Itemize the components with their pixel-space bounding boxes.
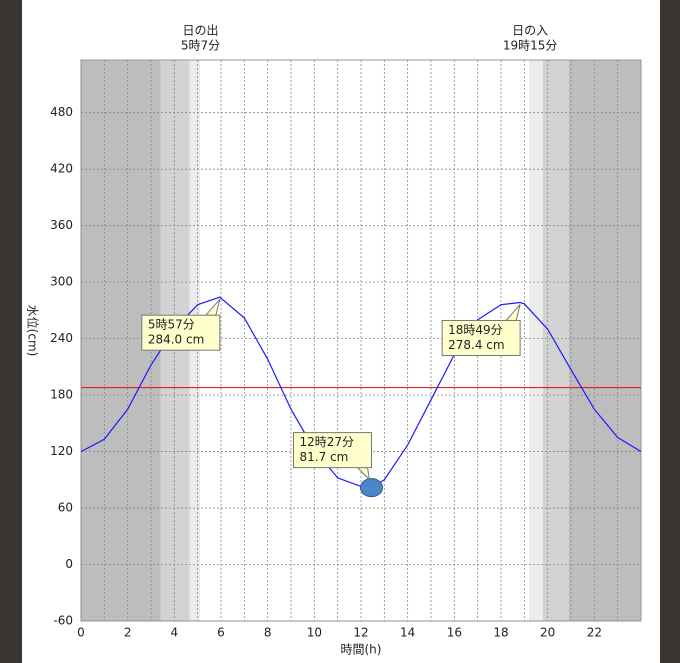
y-tick-label: 240 [50, 331, 73, 345]
x-axis-label: 時間(h) [341, 643, 382, 657]
current-marker [360, 478, 383, 498]
y-tick-label: 360 [50, 218, 73, 232]
x-tick-label: 6 [217, 626, 225, 640]
x-tick-label: 14 [400, 626, 415, 640]
x-tick-label: 4 [171, 626, 179, 640]
sun-label: 日の出 [182, 24, 218, 38]
y-tick-label: 120 [50, 444, 73, 458]
x-tick-label: 8 [264, 626, 272, 640]
y-tick-label: 300 [50, 275, 73, 289]
y-tick-label: 60 [58, 501, 73, 515]
night-band [529, 60, 543, 621]
sun-label: 5時7分 [181, 39, 220, 53]
x-tick-label: 2 [124, 626, 132, 640]
x-tick-label: 16 [447, 626, 462, 640]
x-tick-label: 20 [540, 626, 555, 640]
callout-box [141, 314, 221, 351]
sun-label: 19時15分 [503, 39, 558, 53]
y-tick-label: -60 [53, 614, 73, 628]
y-tick-label: 480 [50, 105, 73, 119]
sun-label: 日の入 [512, 24, 548, 38]
callout-text: 5時57分 [148, 318, 195, 332]
callout-text: 278.4 cm [448, 338, 504, 352]
callout-text: 12時27分 [300, 435, 355, 449]
callout-text: 18時49分 [448, 323, 503, 337]
callout-box [293, 432, 372, 469]
x-tick-label: 0 [77, 626, 85, 640]
night-band [568, 60, 641, 621]
callout-text: 284.0 cm [148, 333, 204, 347]
callout-box [441, 319, 521, 356]
y-axis-label: 水位(cm) [26, 305, 41, 357]
y-tick-label: 180 [50, 388, 73, 402]
x-tick-label: 18 [493, 626, 508, 640]
night-band [543, 60, 569, 621]
x-tick-label: 22 [587, 626, 602, 640]
x-tick-label: 10 [307, 626, 322, 640]
y-tick-label: 420 [50, 162, 73, 176]
y-tick-label: 0 [65, 557, 73, 571]
callout-text: 81.7 cm [300, 450, 349, 464]
x-tick-label: 12 [353, 626, 368, 640]
